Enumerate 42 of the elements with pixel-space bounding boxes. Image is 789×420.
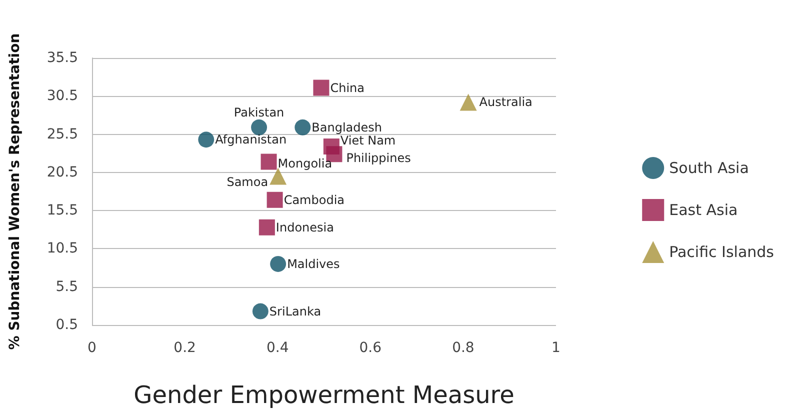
x-tick-label: 0.4 <box>266 340 289 356</box>
legend-label: South Asia <box>669 159 749 177</box>
point <box>460 94 477 111</box>
y-axis-title: % Subnational Women's Representation <box>7 33 23 350</box>
annotation: Cambodia <box>284 192 345 207</box>
point <box>270 256 286 272</box>
y-tick-label: 5.5 <box>56 278 78 295</box>
annotation: Afghanistan <box>215 132 287 147</box>
annotation: Samoa <box>226 175 268 190</box>
y-tick-label: 10.5 <box>46 240 78 257</box>
annotation: China <box>330 80 364 95</box>
y-tick-label: 25.5 <box>46 126 78 142</box>
y-tick-label: 15.5 <box>46 202 78 219</box>
x-tick-label: 1 <box>552 340 560 356</box>
x-tick-label: 0 <box>88 340 96 356</box>
point <box>294 119 311 136</box>
annotation: Philippines <box>346 151 411 166</box>
annotation: Indonesia <box>276 220 334 234</box>
annotation: SriLanka <box>269 304 322 318</box>
x-tick-label: 0.6 <box>359 340 382 356</box>
annotation: Mongolia <box>278 156 332 171</box>
point <box>266 192 283 208</box>
point <box>258 219 275 236</box>
point <box>252 303 268 320</box>
point <box>198 132 214 148</box>
y-tick-label: 0.5 <box>56 317 78 333</box>
y-tick-label: 20.5 <box>46 164 78 180</box>
annotation: Pakistan <box>234 105 284 120</box>
annotation: Australia <box>479 95 532 110</box>
point <box>251 119 268 136</box>
point <box>260 154 277 170</box>
legend-label: Pacific Islands <box>669 243 774 261</box>
y-tick-label: 35.5 <box>46 50 78 66</box>
x-tick-label: 0.8 <box>452 340 474 356</box>
annotation: Maldives <box>287 256 340 271</box>
x-tick-label: 0.2 <box>174 340 196 356</box>
x-axis-title: Gender Empowerment Measure <box>134 381 514 409</box>
y-tick-label: 30.5 <box>46 88 78 104</box>
point <box>313 80 330 96</box>
legend-label: East Asia <box>669 201 738 219</box>
annotation: Bangladesh <box>312 120 382 134</box>
annotation: Viet Nam <box>340 133 396 148</box>
